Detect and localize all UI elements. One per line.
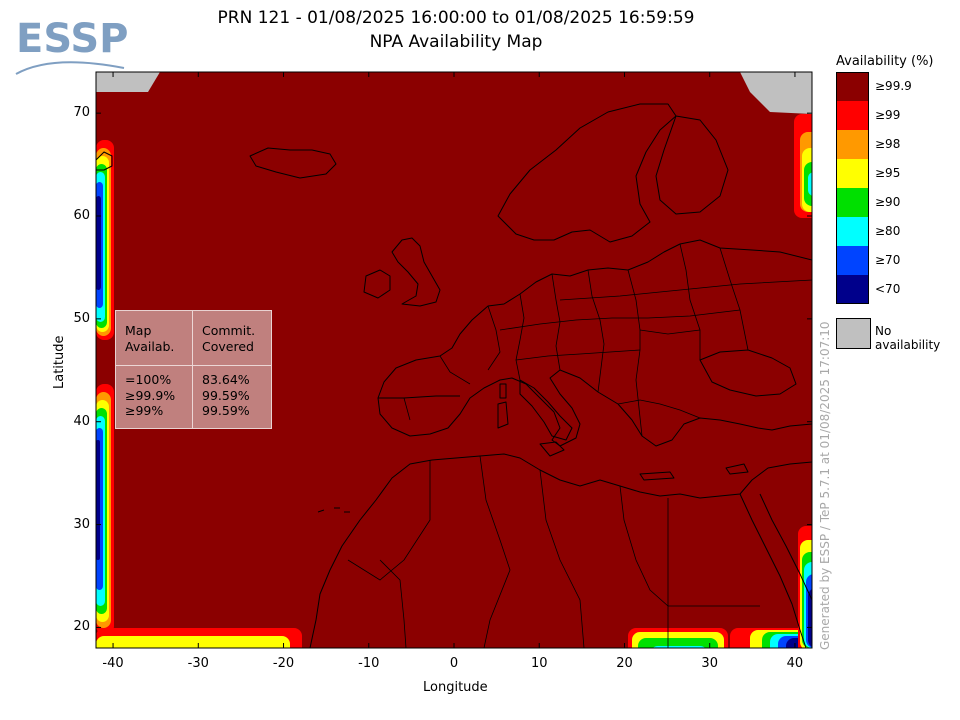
finland-coast (655, 115, 729, 215)
legend-swatch (836, 101, 869, 130)
x-tick-label: -10 (358, 656, 380, 671)
x-tick-label: -40 (102, 656, 124, 671)
scandinavia-coast (497, 103, 677, 243)
red-sea-coast (739, 493, 807, 648)
legend-label: ≥99 (875, 108, 901, 122)
sicily-coast (539, 441, 565, 457)
corsica-coast (499, 383, 507, 399)
legend-swatch (836, 130, 869, 159)
x-tick-label: -20 (272, 656, 295, 671)
british-isles-coast (391, 237, 441, 307)
legend-swatch (836, 159, 869, 188)
iberia-inner (378, 395, 460, 399)
black-sea-coast (699, 349, 797, 397)
legend-title: Availability (%) (836, 54, 934, 69)
y-tick-label: 20 (73, 619, 90, 635)
degradation-band-west-south (96, 384, 114, 634)
commit-covered-header: Commit. Covered (202, 323, 256, 354)
cyprus-coast (725, 463, 749, 475)
x-tick-label: 20 (616, 656, 633, 671)
x-tick-label: 0 (449, 656, 459, 671)
legend-label: ≥70 (875, 253, 901, 267)
x-ticks (112, 72, 796, 648)
italy-coast (519, 379, 573, 441)
y-axis-label: Latitude (52, 335, 67, 389)
legend-label: ≥80 (875, 224, 901, 238)
generated-by-credit: Generated by ESSP / TeP 5.7.1 at 01/08/2… (818, 321, 832, 650)
legend-swatch (836, 72, 869, 101)
legend-swatch (836, 188, 869, 217)
map-title: PRN 121 - 01/08/2025 16:00:00 to 01/08/2… (217, 8, 695, 28)
y-tick-label: 60 (73, 208, 90, 223)
legend-label: <70 (875, 282, 901, 296)
legend-label: ≥99.9 (875, 79, 912, 93)
legend-swatch (836, 217, 869, 246)
map-subtitle: NPA Availability Map (369, 32, 543, 52)
greenland-coast (96, 151, 113, 171)
legend-swatch (836, 246, 869, 275)
crete-coast (639, 471, 675, 481)
degradation-band-west-north (96, 140, 114, 340)
y-ticks (96, 112, 812, 628)
legend-label: ≥98 (875, 137, 901, 151)
commit-covered-values: 83.64% 99.59% 99.59% (202, 372, 250, 418)
degradation-band-south-west (96, 628, 302, 648)
red-sea-coast-east (759, 493, 812, 601)
degradation-band-south-east (628, 628, 812, 648)
no-availability-region-nw (96, 72, 160, 92)
availability-stats-table: Map Availab. Commit. Covered =100% ≥99.9… (115, 310, 272, 429)
country-borders (347, 243, 812, 648)
ireland-coast (363, 269, 391, 299)
legend-swatch-no-availability (836, 318, 871, 349)
map-availab-header: Map Availab. (125, 323, 175, 354)
iceland-coast (249, 147, 337, 179)
legend-swatch (836, 275, 869, 304)
y-tick-label: 40 (73, 413, 90, 429)
x-tick-label: 40 (786, 656, 804, 671)
table-divider-horizontal (116, 365, 271, 366)
table-divider-vertical (192, 311, 193, 428)
map-availab-values: =100% ≥99.9% ≥99% (125, 372, 176, 418)
x-axis-label: Longitude (423, 680, 488, 695)
essp-logo: ESSP (15, 16, 128, 75)
legend-label-no-availability: No availability (875, 324, 941, 352)
logo-text: ESSP (16, 16, 128, 62)
x-tick-label: 30 (701, 656, 718, 671)
y-tick-label: 30 (73, 516, 90, 532)
sardinia-coast (497, 401, 509, 429)
degradation-band-east-south (798, 526, 812, 648)
x-tick-label: 10 (530, 656, 548, 671)
y-tick-label: 50 (73, 310, 90, 326)
degradation-band-east-north (794, 114, 812, 218)
legend-label: ≥90 (875, 195, 901, 209)
canary-islands (317, 507, 350, 513)
y-tick-label: 70 (73, 105, 90, 121)
continental-coast (377, 239, 812, 447)
no-availability-region-ne (740, 72, 812, 114)
legend-label: ≥95 (875, 166, 901, 180)
x-tick-label: -30 (187, 656, 209, 671)
